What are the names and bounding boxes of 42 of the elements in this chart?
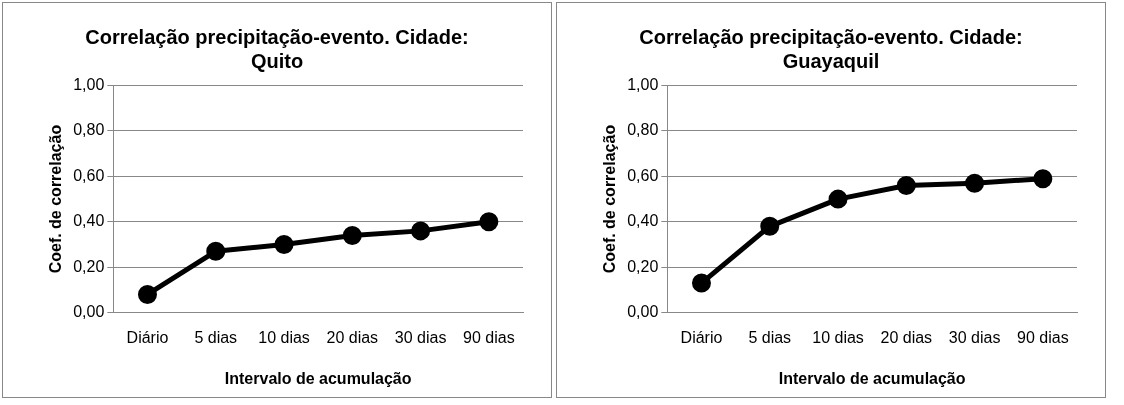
x-tick-label: 30 dias: [394, 328, 447, 346]
y-tick-label: 0,40: [627, 212, 659, 230]
y-tick-label: 1,00: [627, 76, 659, 94]
y-tick-label: 0,60: [627, 166, 659, 184]
point: [965, 173, 985, 193]
x-tick-label: Diário: [126, 328, 169, 346]
point: [1033, 169, 1053, 189]
x-tick-label: 5 dias: [194, 328, 238, 346]
y-tick-label: 0,60: [73, 166, 105, 184]
x-tick-label: 30 dias: [948, 328, 1001, 346]
point: [479, 212, 499, 232]
point: [274, 235, 294, 254]
y-tick-label: 0,80: [73, 121, 105, 139]
point: [896, 175, 916, 195]
x-tick-label: 20 dias: [326, 328, 379, 346]
x-tick-label: 90 dias: [1017, 328, 1069, 346]
y-tick-label: 0,20: [627, 257, 659, 275]
x-tick-label: 10 dias: [812, 328, 864, 346]
y-tick-label: 0,20: [73, 257, 105, 275]
point: [691, 273, 711, 293]
point: [760, 216, 780, 236]
chart-title: Correlação precipitação-evento. Cidade: Guayaquil: [638, 25, 1024, 73]
x-tick-label: 5 dias: [748, 328, 792, 346]
point: [342, 225, 362, 245]
point: [411, 221, 431, 241]
y-tick-label: 0,40: [73, 212, 105, 230]
x-tick-label: 90 dias: [463, 328, 515, 346]
x-tick-label: 20 dias: [880, 328, 933, 346]
point: [828, 189, 848, 209]
x-tick-label: 10 dias: [258, 328, 310, 346]
y-tick-label: 0,80: [627, 121, 659, 139]
y-tick-label: 0,00: [627, 303, 659, 321]
point: [137, 284, 157, 304]
point: [206, 241, 226, 261]
y-tick-label: 1,00: [73, 76, 105, 94]
y-axis-title: Coef. de correlação: [601, 124, 619, 274]
chart-title: Correlação precipitação-evento. Cidade: Quito: [84, 25, 470, 73]
x-axis-title: Intervalo de acumulação: [778, 369, 966, 387]
x-tick-label: Diário: [680, 328, 723, 346]
y-axis-title: Coef. de correlação: [47, 124, 65, 274]
x-axis-title: Intervalo de acumulação: [224, 369, 412, 387]
y-tick-label: 0,00: [73, 303, 105, 321]
